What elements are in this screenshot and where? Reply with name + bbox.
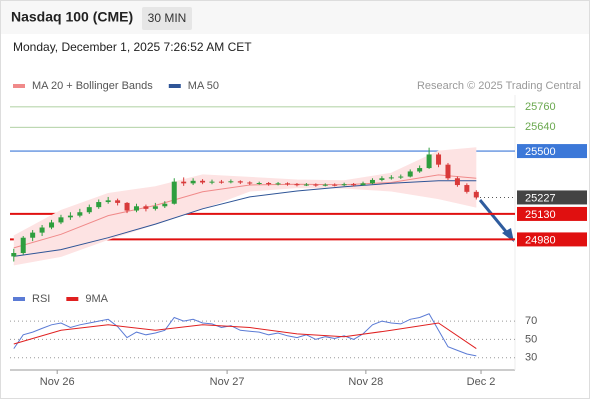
candle-body — [275, 183, 281, 185]
legend-label: MA 50 — [188, 80, 219, 92]
title: Nasdaq 100 (CME) — [11, 9, 133, 25]
x-tick-label: Nov 26 — [40, 376, 75, 388]
level-label: 25640 — [525, 121, 556, 133]
band-upper — [13, 147, 477, 237]
level-label: 25227 — [525, 192, 556, 204]
candle-body — [398, 176, 404, 178]
candle-body — [407, 171, 413, 177]
candle-body — [115, 200, 121, 203]
candle-body — [473, 191, 479, 198]
level-label: 25760 — [525, 101, 556, 113]
band-lower — [13, 187, 477, 266]
candle-body — [369, 179, 375, 184]
candle-body — [209, 181, 215, 183]
indicator-line — [13, 313, 477, 357]
candle-body — [200, 180, 206, 183]
candle-body — [360, 183, 366, 186]
candle-body — [332, 184, 338, 186]
interval-badge — [142, 7, 192, 30]
candle-body — [105, 200, 111, 203]
datetime: Monday, December 1, 2025 7:26:52 AM CET — [13, 40, 252, 54]
candle-body — [322, 184, 328, 186]
candle-body — [58, 217, 64, 223]
candle-body — [379, 178, 385, 180]
candle-body — [152, 206, 158, 209]
x-tick-label: Dec 2 — [467, 376, 496, 388]
candle-body — [426, 154, 432, 169]
candle-body — [11, 253, 17, 257]
candle-body — [96, 202, 102, 208]
interval: 30 MIN — [148, 11, 187, 25]
candle-body — [67, 215, 73, 218]
candle-body — [313, 184, 319, 186]
candle-body — [454, 178, 460, 186]
candle-body — [237, 181, 243, 183]
candle-body — [285, 183, 291, 185]
candle-body — [351, 184, 357, 186]
x-tick-label: Nov 28 — [348, 376, 383, 388]
legend-label: 9MA — [85, 293, 108, 305]
candle-body — [143, 206, 149, 209]
x-tick-label: Nov 27 — [210, 376, 245, 388]
legend-label: RSI — [32, 293, 50, 305]
y-tick-label: 50 — [525, 333, 537, 345]
indicator-line — [13, 322, 477, 350]
candle-body — [256, 183, 262, 185]
level-label-box — [517, 206, 587, 221]
candle-body — [162, 203, 168, 207]
credit: Research © 2025 Trading Central — [417, 80, 581, 92]
candle-body — [30, 232, 36, 238]
candle-body — [228, 181, 234, 183]
candle-body — [181, 181, 187, 184]
level-label: 24980 — [525, 234, 556, 246]
legend-swatch — [168, 84, 181, 88]
level-label: 25500 — [525, 146, 556, 158]
candle-body — [133, 206, 139, 211]
legend-swatch — [13, 84, 25, 88]
header-bar — [1, 1, 589, 34]
candle-body — [77, 212, 83, 216]
level-label-box — [517, 190, 587, 205]
y-tick-label: 70 — [525, 315, 537, 327]
candle-body — [341, 184, 347, 186]
level-label: 25130 — [525, 209, 556, 221]
candle-body — [266, 183, 272, 185]
legend-swatch — [66, 297, 79, 301]
candle-body — [464, 185, 470, 192]
candle-body — [20, 237, 26, 254]
candle-body — [39, 227, 45, 233]
level-label-box — [517, 232, 587, 247]
candle-body — [388, 177, 394, 179]
candle-body — [124, 202, 130, 211]
candle-body — [417, 168, 423, 172]
legend-swatch — [13, 297, 25, 301]
level-label-box — [517, 144, 587, 159]
candle-body — [49, 222, 55, 228]
candle-body — [303, 184, 309, 186]
candle-body — [190, 180, 196, 184]
candle-body — [218, 181, 224, 183]
y-tick-label: 30 — [525, 352, 537, 364]
legend-label: MA 20 + Bollinger Bands — [32, 80, 153, 92]
candle-body — [247, 182, 253, 184]
candle-body — [294, 184, 300, 186]
candle-body — [445, 164, 451, 179]
candle-body — [86, 207, 92, 213]
forecast-arrow — [478, 199, 510, 235]
candle-body — [436, 154, 442, 165]
ma-line — [13, 180, 477, 257]
candle-body — [171, 181, 177, 204]
